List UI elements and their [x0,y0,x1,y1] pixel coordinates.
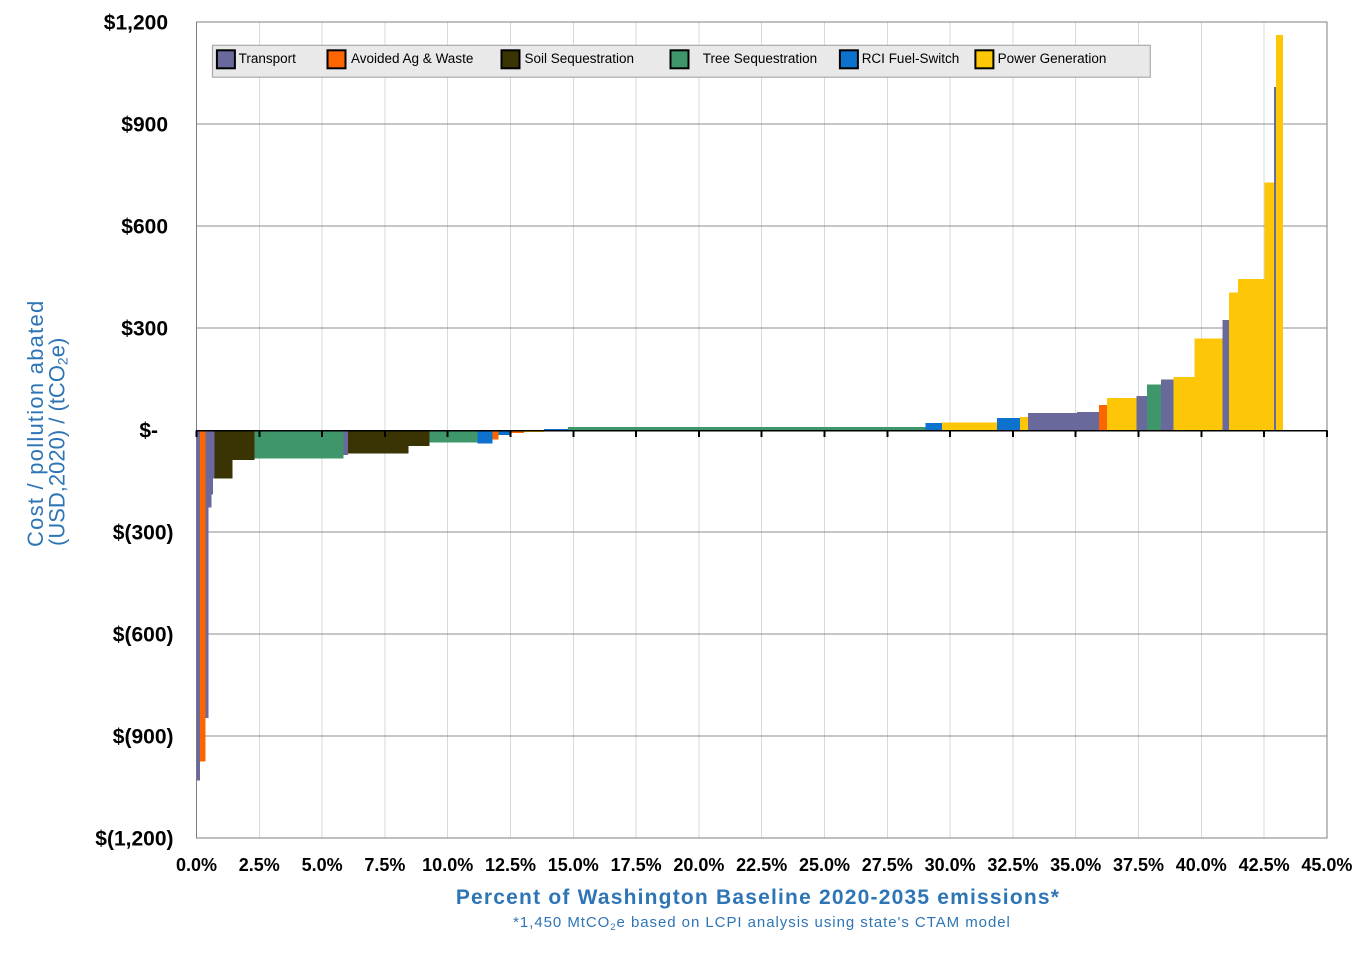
svg-text:$-: $- [139,420,158,443]
svg-text:17.5%: 17.5% [611,855,662,875]
svg-text:Transport: Transport [239,51,297,66]
svg-text:$(1,200): $(1,200) [95,828,173,851]
svg-text:10.0%: 10.0% [422,855,473,875]
svg-text:35.0%: 35.0% [1050,855,1101,875]
svg-text:42.5%: 42.5% [1239,855,1290,875]
svg-text:Cost / pollution abated: Cost / pollution abated [23,300,48,547]
svg-text:$600: $600 [121,216,168,239]
svg-text:Soil Sequestration: Soil Sequestration [525,51,635,66]
svg-text:27.5%: 27.5% [862,855,913,875]
svg-text:$(300): $(300) [113,522,174,545]
svg-text:$(900): $(900) [113,726,174,749]
svg-text:7.5%: 7.5% [364,855,405,875]
svg-text:25.0%: 25.0% [799,855,850,875]
svg-text:Percent of Washington Baseline: Percent of Washington Baseline 2020-2035… [456,886,1060,909]
svg-text:$(600): $(600) [113,624,174,647]
svg-text:22.5%: 22.5% [736,855,787,875]
svg-text:RCI Fuel-Switch: RCI Fuel-Switch [862,51,960,66]
svg-text:15.0%: 15.0% [548,855,599,875]
svg-text:5.0%: 5.0% [302,855,343,875]
svg-text:2.5%: 2.5% [239,855,280,875]
svg-text:40.0%: 40.0% [1176,855,1227,875]
svg-text:45.0%: 45.0% [1301,855,1352,875]
svg-text:0.0%: 0.0% [176,855,217,875]
svg-text:37.5%: 37.5% [1113,855,1164,875]
svg-text:*1,450 MtCO2e based on LCPI an: *1,450 MtCO2e based on LCPI analysis usi… [513,914,1011,933]
svg-text:$300: $300 [121,318,168,341]
svg-text:Avoided Ag & Waste: Avoided Ag & Waste [351,51,473,66]
svg-text:(USD,2020) / (tCO2e): (USD,2020) / (tCO2e) [45,338,71,546]
svg-text:Tree Sequestration: Tree Sequestration [703,51,817,66]
svg-text:$1,200: $1,200 [104,12,168,35]
svg-text:12.5%: 12.5% [485,855,536,875]
svg-text:Power Generation: Power Generation [998,51,1107,66]
svg-text:32.5%: 32.5% [987,855,1038,875]
svg-text:$900: $900 [121,114,168,137]
svg-text:20.0%: 20.0% [673,855,724,875]
svg-text:30.0%: 30.0% [925,855,976,875]
